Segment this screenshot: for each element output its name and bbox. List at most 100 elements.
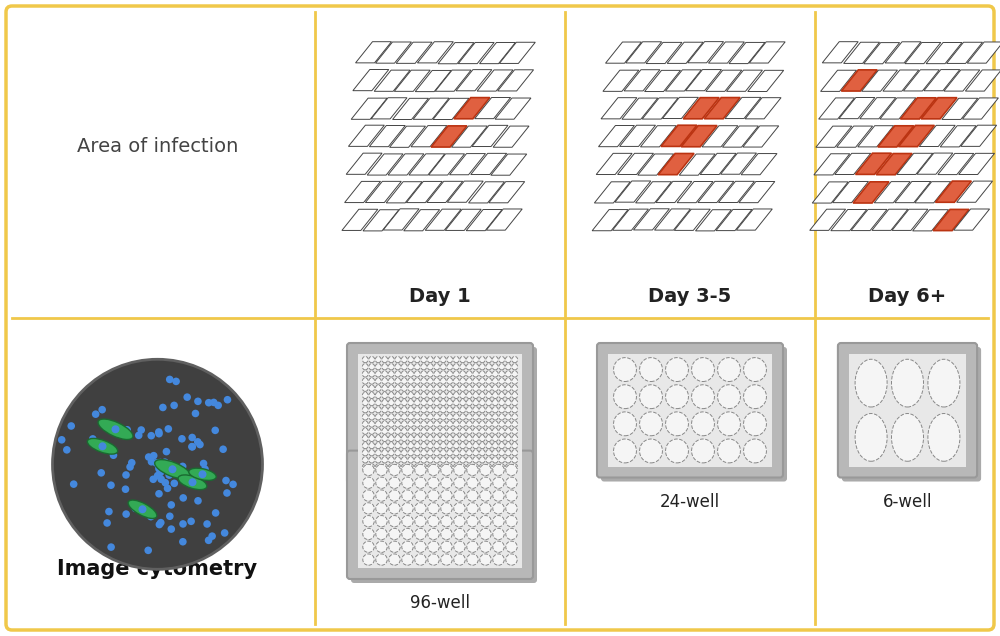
- Ellipse shape: [376, 503, 387, 514]
- Ellipse shape: [369, 428, 375, 434]
- Ellipse shape: [376, 516, 387, 527]
- Ellipse shape: [402, 541, 413, 553]
- Ellipse shape: [414, 378, 420, 384]
- Polygon shape: [745, 98, 781, 119]
- Ellipse shape: [506, 464, 517, 476]
- Polygon shape: [729, 43, 765, 64]
- Polygon shape: [665, 70, 701, 91]
- Ellipse shape: [427, 443, 433, 449]
- Ellipse shape: [499, 371, 505, 377]
- Circle shape: [188, 443, 196, 450]
- Ellipse shape: [447, 385, 453, 391]
- Polygon shape: [965, 70, 1000, 91]
- Ellipse shape: [375, 443, 381, 449]
- Ellipse shape: [395, 464, 401, 470]
- Ellipse shape: [718, 385, 740, 409]
- Ellipse shape: [427, 356, 433, 363]
- Circle shape: [98, 442, 106, 450]
- Ellipse shape: [440, 406, 446, 413]
- Ellipse shape: [479, 406, 485, 413]
- Ellipse shape: [427, 364, 433, 370]
- Ellipse shape: [414, 443, 420, 449]
- Ellipse shape: [421, 378, 427, 384]
- Ellipse shape: [440, 414, 446, 420]
- Text: 384-well: 384-well: [405, 499, 475, 516]
- Ellipse shape: [640, 412, 662, 436]
- Ellipse shape: [473, 428, 479, 434]
- Ellipse shape: [369, 421, 375, 427]
- Ellipse shape: [453, 421, 459, 427]
- Ellipse shape: [395, 443, 401, 449]
- Circle shape: [155, 463, 163, 471]
- Circle shape: [157, 476, 165, 483]
- Circle shape: [211, 427, 219, 434]
- Ellipse shape: [388, 371, 394, 377]
- Circle shape: [161, 461, 169, 469]
- Polygon shape: [743, 126, 779, 147]
- Ellipse shape: [692, 385, 714, 409]
- Polygon shape: [491, 154, 527, 175]
- Ellipse shape: [434, 435, 440, 441]
- Ellipse shape: [415, 516, 426, 527]
- Ellipse shape: [421, 464, 427, 470]
- Ellipse shape: [414, 399, 420, 406]
- Ellipse shape: [479, 378, 485, 384]
- Ellipse shape: [512, 399, 518, 406]
- Ellipse shape: [362, 450, 368, 456]
- Circle shape: [63, 446, 71, 453]
- Polygon shape: [947, 42, 983, 64]
- Ellipse shape: [389, 503, 400, 514]
- Ellipse shape: [512, 457, 518, 463]
- Circle shape: [157, 469, 164, 476]
- Ellipse shape: [401, 378, 407, 384]
- Polygon shape: [596, 153, 632, 174]
- Ellipse shape: [479, 450, 485, 456]
- Ellipse shape: [382, 428, 388, 434]
- Ellipse shape: [447, 392, 453, 399]
- Ellipse shape: [369, 356, 375, 363]
- Polygon shape: [674, 209, 710, 230]
- Polygon shape: [601, 98, 637, 119]
- Ellipse shape: [499, 457, 505, 463]
- Ellipse shape: [389, 490, 400, 501]
- Ellipse shape: [479, 371, 485, 377]
- Circle shape: [52, 359, 262, 569]
- Ellipse shape: [388, 399, 394, 406]
- Ellipse shape: [428, 529, 439, 539]
- Ellipse shape: [362, 378, 368, 384]
- Ellipse shape: [454, 516, 465, 527]
- Polygon shape: [417, 42, 453, 63]
- Polygon shape: [640, 126, 676, 147]
- Circle shape: [105, 508, 113, 515]
- Circle shape: [222, 477, 230, 485]
- Polygon shape: [612, 209, 648, 230]
- Ellipse shape: [486, 356, 492, 363]
- Polygon shape: [495, 98, 531, 119]
- Polygon shape: [814, 154, 850, 175]
- Ellipse shape: [499, 392, 505, 399]
- Polygon shape: [646, 43, 682, 64]
- Circle shape: [214, 401, 222, 409]
- Ellipse shape: [401, 399, 407, 406]
- Polygon shape: [704, 97, 740, 119]
- Ellipse shape: [512, 385, 518, 391]
- Ellipse shape: [440, 457, 446, 463]
- Ellipse shape: [614, 385, 636, 409]
- Ellipse shape: [414, 464, 420, 470]
- Circle shape: [183, 393, 191, 401]
- Polygon shape: [700, 153, 736, 174]
- Ellipse shape: [375, 414, 381, 420]
- Ellipse shape: [388, 364, 394, 370]
- Ellipse shape: [666, 385, 688, 409]
- Circle shape: [212, 509, 219, 516]
- Ellipse shape: [408, 421, 414, 427]
- Ellipse shape: [395, 392, 401, 399]
- Ellipse shape: [447, 428, 453, 434]
- Ellipse shape: [499, 356, 505, 363]
- Circle shape: [205, 537, 212, 544]
- Circle shape: [221, 529, 228, 537]
- Polygon shape: [427, 181, 463, 202]
- Ellipse shape: [440, 464, 446, 470]
- Ellipse shape: [389, 541, 400, 553]
- Ellipse shape: [480, 490, 491, 501]
